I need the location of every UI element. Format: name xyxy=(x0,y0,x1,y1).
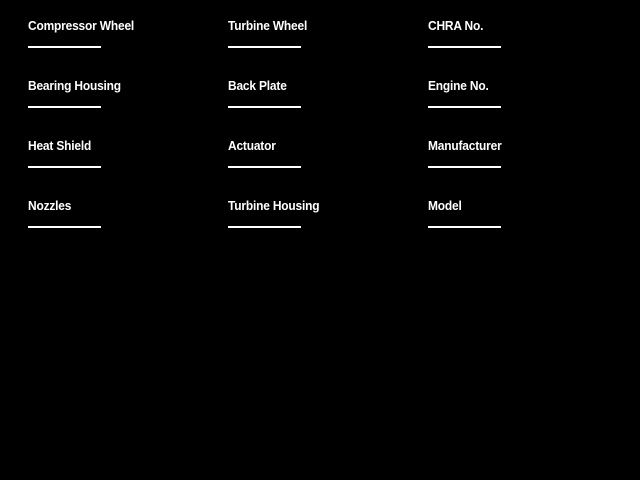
field-label: Turbine Wheel xyxy=(228,18,308,33)
field-write-in-rule[interactable] xyxy=(228,106,301,108)
field-turbine-wheel[interactable]: Turbine Wheel xyxy=(228,18,418,70)
field-write-in-rule[interactable] xyxy=(228,166,301,168)
field-back-plate[interactable]: Back Plate xyxy=(228,78,418,130)
empty-content-area xyxy=(0,250,640,480)
field-label: Heat Shield xyxy=(28,138,92,153)
field-heat-shield[interactable]: Heat Shield xyxy=(28,138,218,190)
field-write-in-rule[interactable] xyxy=(428,166,501,168)
field-write-in-rule[interactable] xyxy=(228,226,301,228)
field-label: CHRA No. xyxy=(428,18,484,33)
field-label: Compressor Wheel xyxy=(28,18,135,33)
field-actuator[interactable]: Actuator xyxy=(228,138,418,190)
field-write-in-rule[interactable] xyxy=(228,46,301,48)
field-chra-no[interactable]: CHRA No. xyxy=(428,18,618,70)
field-manufacturer[interactable]: Manufacturer xyxy=(428,138,618,190)
field-label: Turbine Housing xyxy=(228,198,320,213)
field-model[interactable]: Model xyxy=(428,198,618,250)
field-write-in-rule[interactable] xyxy=(28,166,101,168)
field-write-in-rule[interactable] xyxy=(428,46,501,48)
field-write-in-rule[interactable] xyxy=(428,226,501,228)
field-label: Engine No. xyxy=(428,78,489,93)
field-label: Actuator xyxy=(228,138,276,153)
form-grid: Compressor Wheel Turbine Wheel CHRA No. … xyxy=(28,18,618,250)
field-compressor-wheel[interactable]: Compressor Wheel xyxy=(28,18,218,70)
field-label: Bearing Housing xyxy=(28,78,121,93)
field-label: Manufacturer xyxy=(428,138,502,153)
field-label: Back Plate xyxy=(228,78,287,93)
field-write-in-rule[interactable] xyxy=(428,106,501,108)
field-engine-no[interactable]: Engine No. xyxy=(428,78,618,130)
field-label: Model xyxy=(428,198,462,213)
field-write-in-rule[interactable] xyxy=(28,106,101,108)
field-label: Nozzles xyxy=(28,198,72,213)
field-write-in-rule[interactable] xyxy=(28,46,101,48)
field-nozzles[interactable]: Nozzles xyxy=(28,198,218,250)
field-bearing-housing[interactable]: Bearing Housing xyxy=(28,78,218,130)
field-turbine-housing[interactable]: Turbine Housing xyxy=(228,198,418,250)
field-write-in-rule[interactable] xyxy=(28,226,101,228)
